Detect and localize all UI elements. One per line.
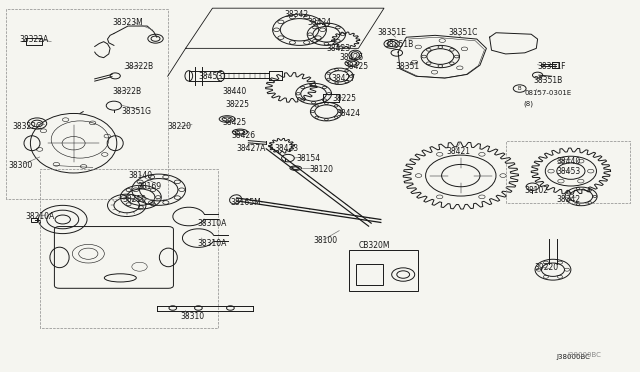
Text: 38425: 38425 [223,118,247,126]
Text: 38225: 38225 [333,94,357,103]
Text: 38351F: 38351F [538,62,566,71]
Text: 38424: 38424 [307,18,332,27]
Bar [552,62,559,68]
Bar [349,250,418,291]
Text: 38423: 38423 [326,44,351,53]
Text: 38210: 38210 [123,195,147,203]
Text: 38453: 38453 [557,167,581,176]
Text: J38000BC: J38000BC [557,354,591,360]
Text: 38310: 38310 [180,312,205,321]
Text: 38342: 38342 [285,10,309,19]
Text: CB320M: CB320M [358,241,390,250]
Text: 38322C: 38322C [13,122,42,131]
Text: 38322B: 38322B [125,62,154,71]
Text: 38351: 38351 [396,62,420,71]
Text: 38322A: 38322A [19,35,49,44]
Text: 38225: 38225 [225,100,249,109]
Text: 38120: 38120 [309,165,333,174]
Text: 38323M: 38323M [112,18,143,27]
Text: 08157-0301E: 08157-0301E [525,90,572,96]
Text: 38427: 38427 [332,74,356,83]
Text: 38351C: 38351C [448,28,477,37]
Text: B: B [518,86,522,91]
Text: 38154: 38154 [296,154,321,163]
Text: 38351B: 38351B [533,76,563,85]
Text: 38351E: 38351E [378,28,406,37]
Text: 38220: 38220 [168,122,192,131]
Text: 38300: 38300 [8,161,33,170]
Text: 38100: 38100 [314,236,338,245]
Text: 38426: 38426 [339,53,364,62]
Text: J38000BC: J38000BC [568,352,602,358]
Text: 38169: 38169 [138,182,162,191]
Text: 38440: 38440 [223,87,247,96]
Text: 38423: 38423 [274,144,298,153]
Text: 38210A: 38210A [26,212,55,221]
Text: 38424: 38424 [336,109,360,118]
Text: 38310A: 38310A [197,239,227,248]
Text: 38425: 38425 [344,62,369,71]
Text: 38322B: 38322B [112,87,141,96]
Text: 38165M: 38165M [230,198,261,207]
Text: 38426: 38426 [232,131,256,140]
Text: 38427A: 38427A [237,144,266,153]
Text: 38140: 38140 [128,171,152,180]
Text: 38453: 38453 [198,72,223,81]
Text: 38421: 38421 [447,147,471,156]
Text: 38102: 38102 [525,186,548,195]
Text: 38342: 38342 [557,195,581,203]
Text: 38351G: 38351G [122,107,152,116]
Bar [356,264,383,285]
Bar [31,218,37,222]
Text: 39220: 39220 [534,263,559,272]
Bar [26,38,42,45]
Text: 38351B: 38351B [384,40,413,49]
Text: 38310A: 38310A [197,219,227,228]
Text: 38440: 38440 [557,157,581,166]
Text: (8): (8) [524,100,534,107]
